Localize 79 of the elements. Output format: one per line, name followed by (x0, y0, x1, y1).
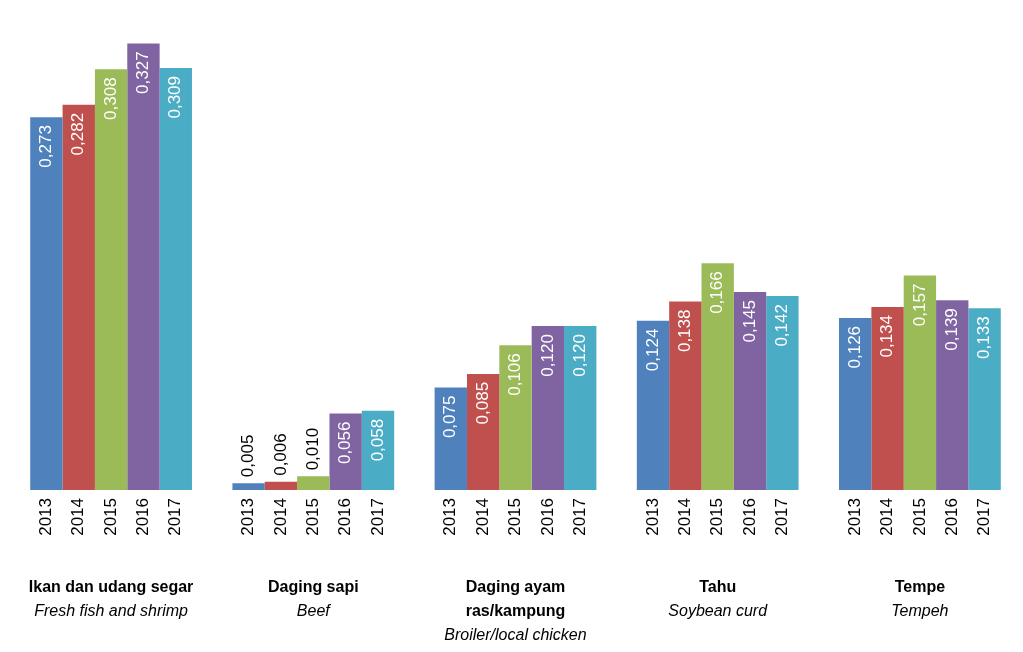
text: 2017 (367, 498, 387, 536)
bar (839, 317, 872, 490)
data-label: 0,120 (569, 334, 589, 377)
data-label: 0,327 (133, 51, 153, 94)
text: 2016 (537, 498, 557, 536)
bar (531, 326, 565, 490)
data-label: 0,133 (974, 316, 994, 359)
bar (936, 300, 969, 490)
bar (264, 481, 298, 490)
data-label: 0,120 (537, 334, 557, 377)
bar (62, 104, 95, 490)
bar (733, 291, 767, 490)
data-label: 0,134 (877, 314, 897, 358)
bar (232, 483, 265, 490)
data-label: 0,005 (238, 434, 258, 478)
text: 2013 (36, 498, 56, 536)
text: 2017 (165, 498, 185, 536)
data-label: 0,309 (165, 75, 185, 119)
bar (871, 306, 904, 490)
bar (701, 263, 734, 490)
bar (968, 308, 1001, 490)
text: 2015 (505, 498, 525, 536)
data-label: 0,106 (505, 353, 525, 396)
text: 2013 (238, 498, 258, 536)
data-label: 0,166 (707, 271, 727, 314)
text: 2017 (974, 498, 994, 536)
bar (903, 275, 937, 490)
data-label: 0,006 (270, 433, 290, 476)
bar (669, 301, 702, 490)
data-label: 0,058 (367, 418, 387, 462)
bar (127, 43, 160, 490)
bar (94, 69, 128, 490)
bar (434, 387, 467, 490)
text: 2014 (675, 498, 695, 536)
text: 2014 (472, 498, 492, 536)
text: 2015 (707, 498, 727, 536)
data-label: 0,139 (941, 308, 961, 351)
x-tick-label: Daging ayam ras/kampung Broiler/local chicken (444, 578, 587, 644)
data-label: 0,124 (642, 328, 662, 372)
data-label: 0,142 (772, 304, 792, 347)
data-label: 0,157 (909, 283, 929, 327)
x-tick-label: Daging sapi Beef (267, 578, 359, 620)
x-tick-label: Tempe Tempeh (891, 578, 949, 620)
text: 2015 (909, 498, 929, 536)
bar (499, 345, 532, 490)
bar (329, 413, 362, 490)
data-label: 0,056 (335, 421, 355, 465)
bar (466, 373, 500, 490)
bar (564, 326, 597, 490)
x-tick-label: Tahu Soybean curd (668, 578, 769, 620)
bar (766, 296, 799, 490)
text: 2014 (68, 498, 88, 536)
text: 2016 (941, 498, 961, 536)
text: 2014 (270, 498, 290, 536)
data-label: 0,010 (302, 427, 322, 471)
bar (636, 320, 670, 490)
text: 2017 (569, 498, 589, 536)
data-label: 0,282 (68, 112, 88, 156)
text: 2017 (772, 498, 792, 536)
bar (30, 117, 63, 490)
data-label: 0,145 (739, 299, 759, 343)
data-label: 0,126 (844, 325, 864, 369)
text: 2016 (133, 498, 153, 536)
data-label: 0,308 (100, 77, 120, 120)
text: 2015 (302, 498, 322, 536)
text: 2013 (844, 498, 864, 536)
data-label: 0,085 (472, 381, 492, 425)
bar (159, 67, 192, 490)
text: 2016 (739, 498, 759, 536)
x-tick-label: Ikan dan udang segar Fresh fish and shrimp (28, 578, 194, 620)
text: 2013 (440, 498, 460, 536)
text: 2013 (642, 498, 662, 536)
text: 2016 (335, 498, 355, 536)
bar (297, 476, 330, 490)
text: 2014 (877, 498, 897, 536)
data-label: 0,273 (36, 125, 56, 168)
data-label: 0,075 (440, 395, 460, 439)
data-label: 0,138 (675, 309, 695, 353)
text: 2015 (100, 498, 120, 536)
